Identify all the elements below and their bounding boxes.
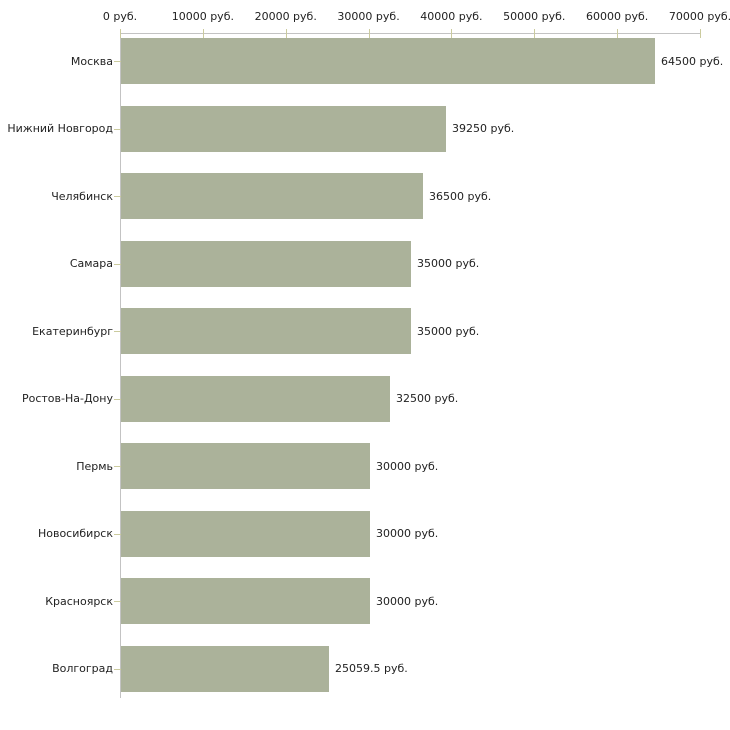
- category-label: Екатеринбург: [32, 324, 113, 338]
- value-label: 36500 руб.: [429, 189, 492, 203]
- category-label: Новосибирск: [37, 527, 113, 540]
- x-axis-tick: [369, 29, 370, 38]
- y-axis-tick: [114, 331, 121, 332]
- y-axis-tick: [114, 196, 121, 197]
- x-axis-tick: [617, 29, 618, 38]
- bar: [121, 240, 411, 287]
- x-axis-tick-label: 10000 руб.: [171, 10, 234, 23]
- category-label: Красноярск: [45, 594, 113, 608]
- bar: [121, 645, 329, 692]
- x-axis-tick-label: 70000 руб.: [668, 10, 730, 23]
- x-axis-tick: [203, 29, 204, 38]
- y-axis-line: [120, 33, 121, 698]
- y-axis-tick: [114, 264, 121, 265]
- value-label: 39250 руб.: [452, 122, 515, 135]
- bar: [121, 443, 370, 489]
- x-axis-tick-label: 30000 руб.: [337, 10, 400, 23]
- x-axis-tick: [120, 29, 121, 38]
- category-label: Нижний Новгород: [7, 122, 113, 135]
- bar: [121, 578, 370, 624]
- y-axis-tick: [114, 601, 121, 602]
- y-axis-tick: [114, 669, 121, 670]
- bar: [121, 173, 423, 219]
- x-axis-tick-label: 40000 руб.: [420, 10, 483, 23]
- value-label: 32500 руб.: [396, 392, 459, 405]
- x-axis-tick-label: 50000 руб.: [503, 10, 566, 23]
- x-axis-tick-label: 60000 руб.: [586, 10, 649, 23]
- category-label: Челябинск: [51, 189, 113, 203]
- category-label: Самара: [69, 257, 113, 270]
- y-axis-tick: [114, 466, 121, 467]
- category-label: Ростов-На-Дону: [21, 392, 113, 405]
- bar: [121, 105, 446, 152]
- bar: [121, 510, 370, 557]
- bar: [121, 308, 411, 354]
- y-axis-tick: [114, 61, 121, 62]
- value-label: 35000 руб.: [417, 324, 480, 338]
- value-label: 25059.5 руб.: [335, 662, 408, 675]
- y-axis-tick: [114, 399, 121, 400]
- category-label: Волгоград: [52, 662, 113, 675]
- x-axis-line: [120, 33, 701, 34]
- x-axis-tick-label: 20000 руб.: [254, 10, 317, 23]
- y-axis-tick: [114, 534, 121, 535]
- value-label: 30000 руб.: [376, 459, 439, 473]
- value-label: 30000 руб.: [376, 527, 439, 540]
- category-label: Москва: [70, 54, 113, 68]
- x-axis-tick: [286, 29, 287, 38]
- bar: [121, 38, 655, 84]
- y-axis-tick: [114, 129, 121, 130]
- value-label: 64500 руб.: [661, 54, 724, 68]
- x-axis-tick: [700, 29, 701, 38]
- value-label: 35000 руб.: [417, 257, 480, 270]
- x-axis-tick: [534, 29, 535, 38]
- value-label: 30000 руб.: [376, 594, 439, 608]
- category-label: Пермь: [76, 459, 113, 473]
- bar: [121, 375, 390, 422]
- x-axis-tick: [451, 29, 452, 38]
- x-axis-tick-label: 0 руб.: [102, 10, 138, 23]
